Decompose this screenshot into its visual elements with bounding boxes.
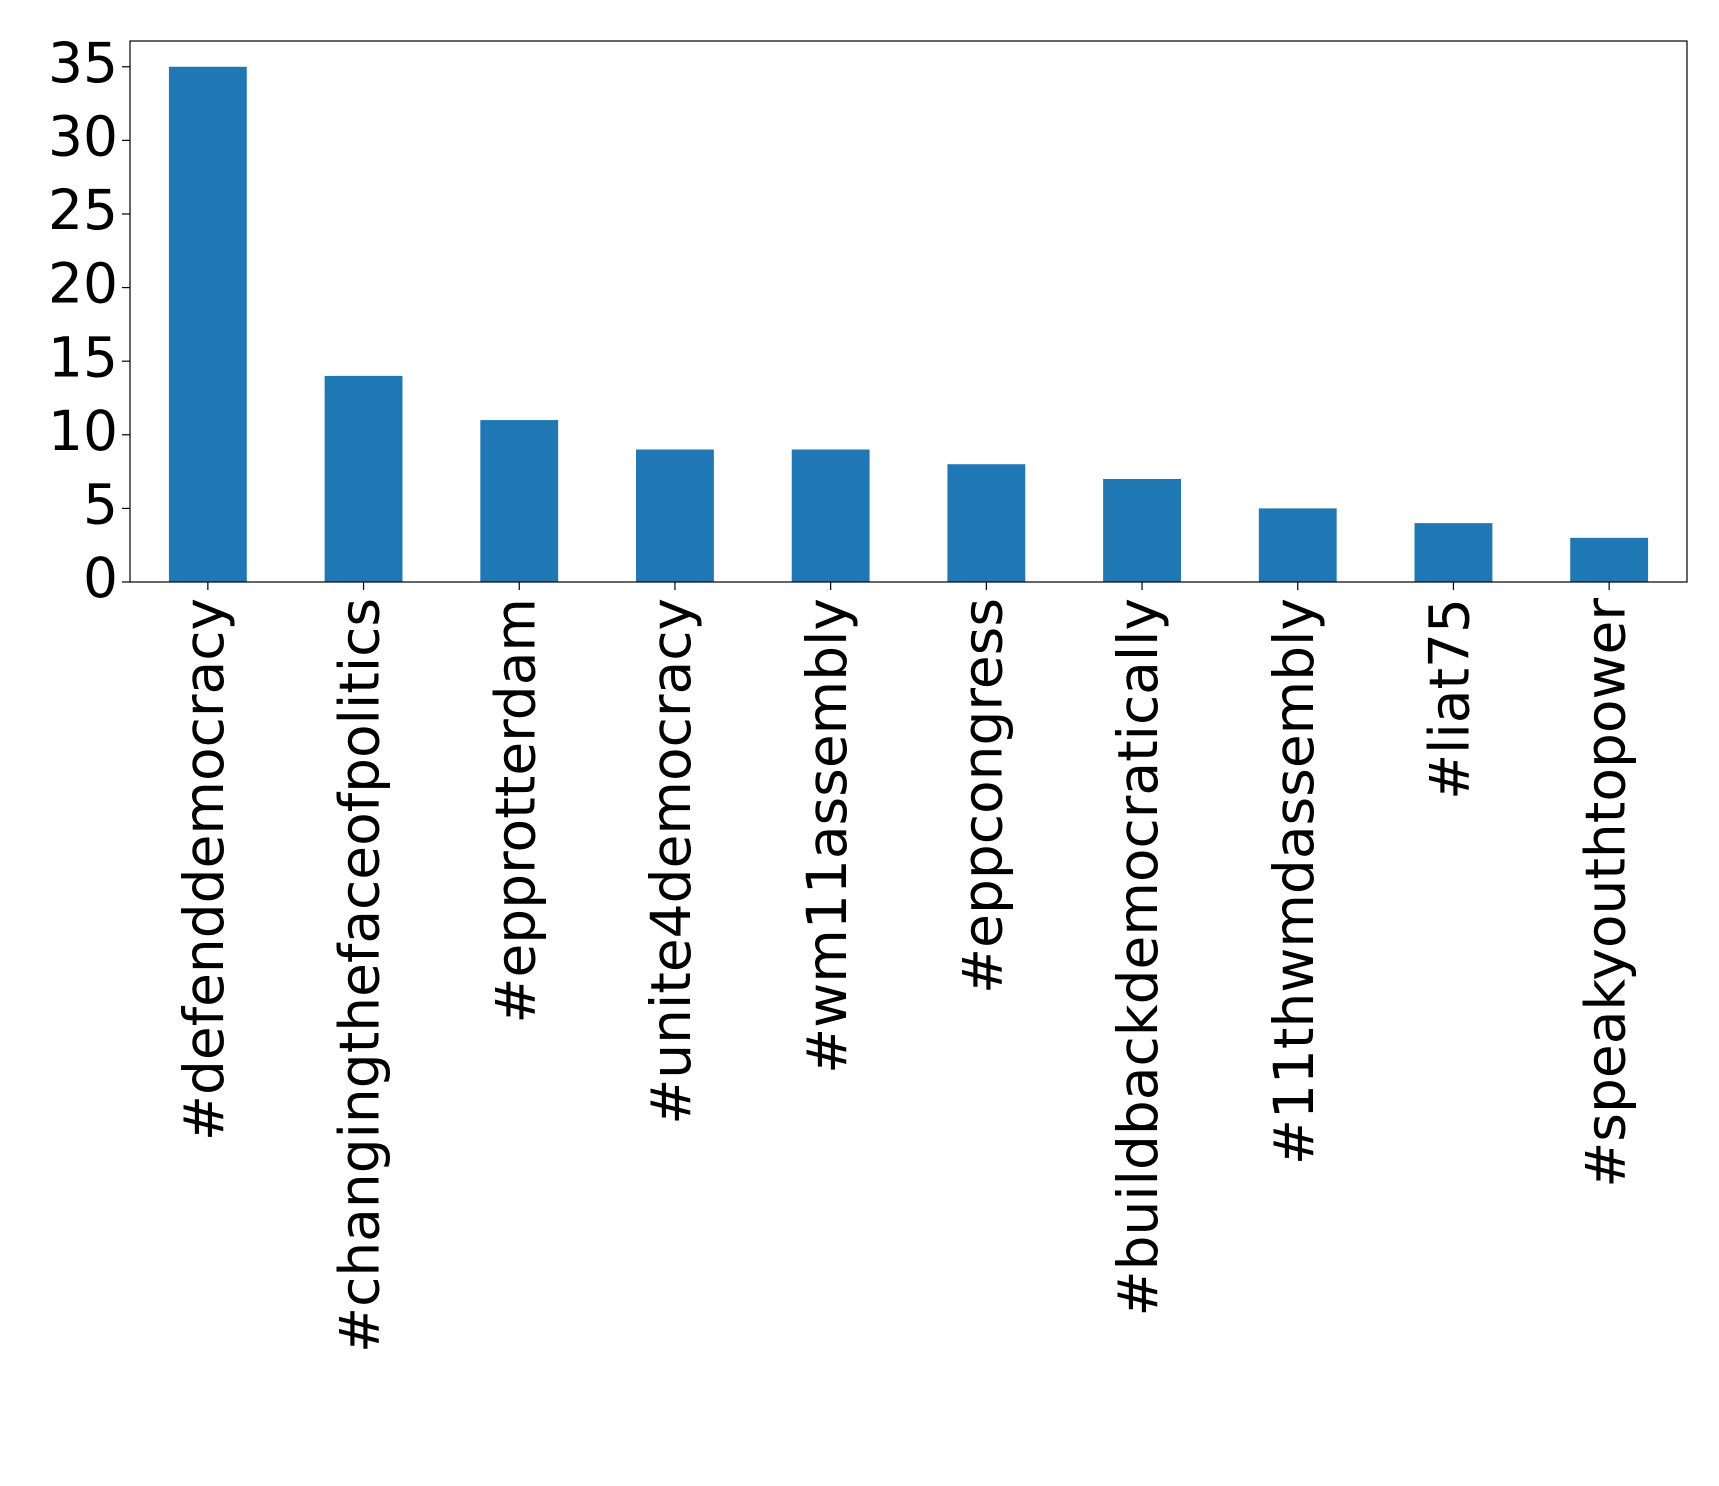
y-tick-label: 35 <box>48 31 118 95</box>
bar <box>1414 523 1493 582</box>
x-tick-label: #defenddemocracy <box>172 598 236 1141</box>
y-tick-label: 0 <box>83 546 118 610</box>
x-tick-label: #epprotterdam <box>483 598 547 1024</box>
y-tick-label: 5 <box>83 473 118 537</box>
x-tick-label: #changingthefaceofpolitics <box>328 598 392 1353</box>
x-tick-label: #11thwmdassembly <box>1262 598 1326 1165</box>
y-tick-label: 10 <box>48 399 118 463</box>
y-tick-label: 20 <box>48 252 118 316</box>
x-tick-label: #speakyouthtopower <box>1573 598 1637 1188</box>
x-tick-label: #buildbackdemocratically <box>1106 598 1170 1316</box>
x-tick-label: #eppcongress <box>950 598 1014 994</box>
bar <box>1103 478 1181 582</box>
plot-frame <box>129 40 1688 583</box>
x-tick-label: #wm11assembly <box>795 598 859 1074</box>
y-tick-label: 25 <box>48 178 118 242</box>
x-tick-label: #unite4democracy <box>639 598 703 1125</box>
y-tick-label: 15 <box>48 325 118 389</box>
bar <box>1258 508 1337 582</box>
bar <box>324 375 403 582</box>
y-tick-label: 30 <box>48 105 118 169</box>
bar <box>636 449 714 582</box>
bar <box>168 66 247 582</box>
bar <box>1570 537 1649 582</box>
bar <box>947 464 1026 582</box>
bar <box>791 449 870 582</box>
bar <box>480 420 559 582</box>
x-tick-label: #liat75 <box>1418 598 1482 800</box>
